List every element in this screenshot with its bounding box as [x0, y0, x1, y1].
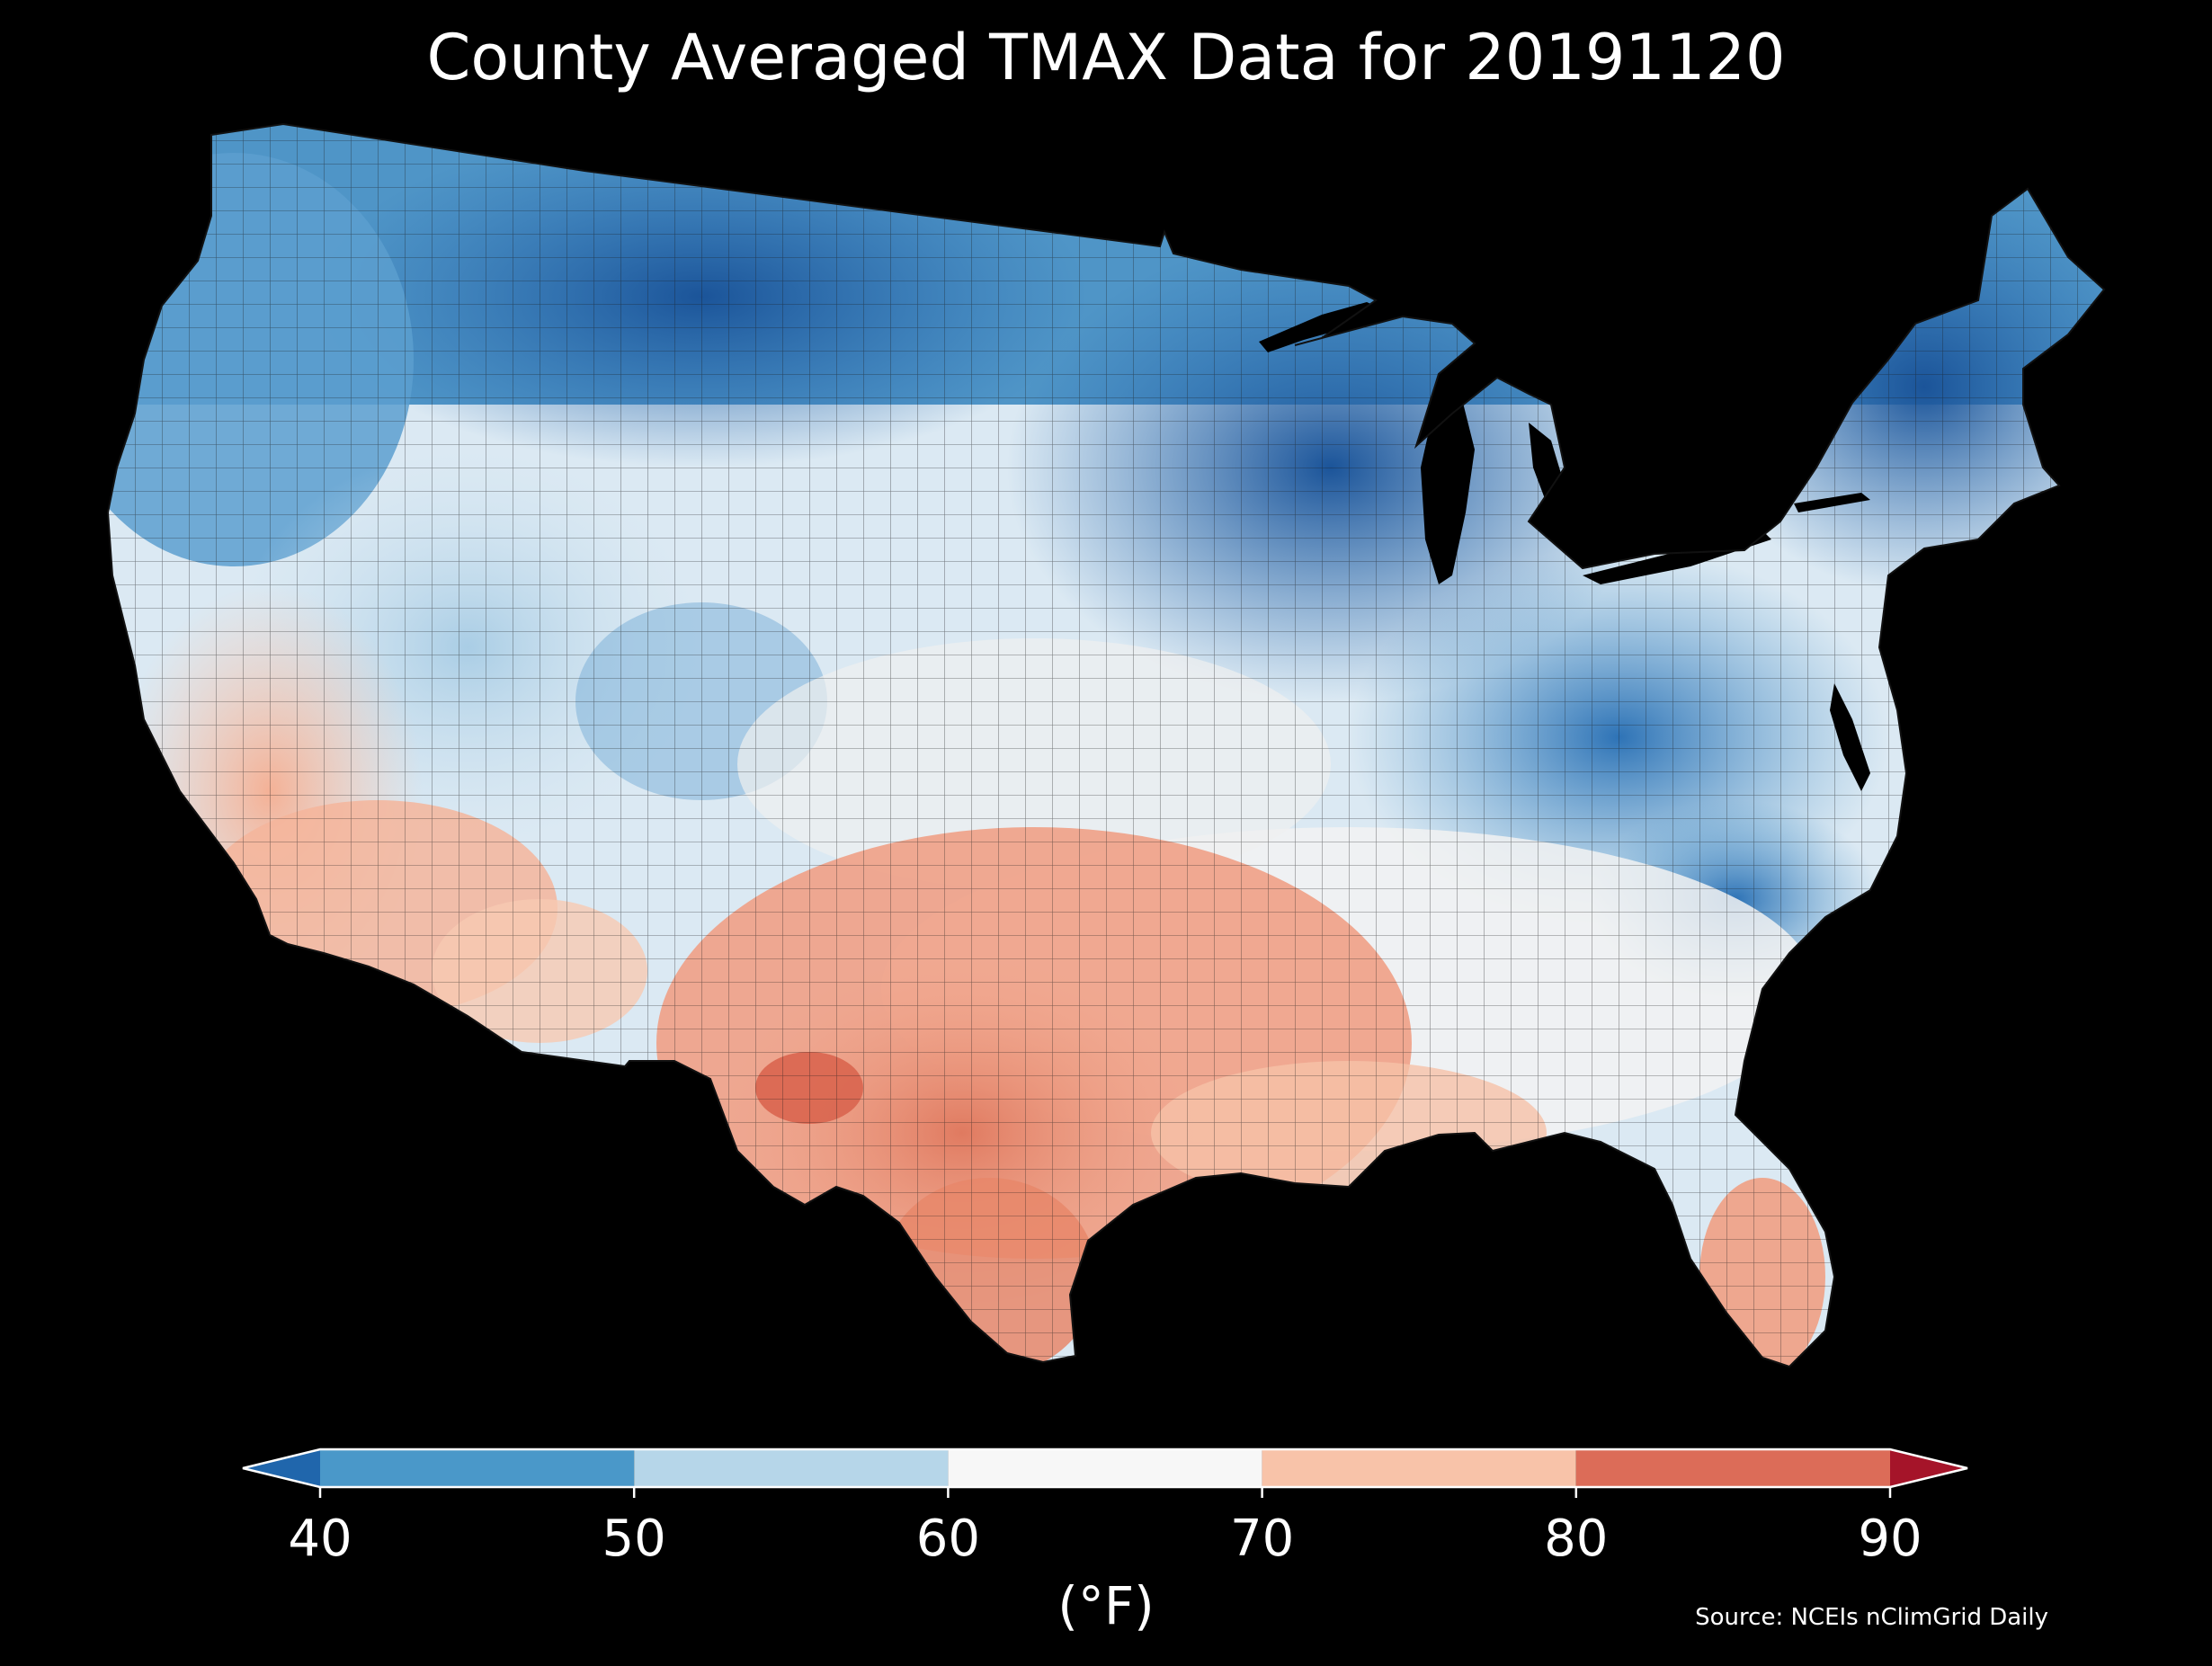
- great-lakes: [1259, 302, 1870, 584]
- lake-superior: [1259, 302, 1385, 352]
- lake-michigan: [1421, 387, 1475, 584]
- colorbar-bin: [1262, 1449, 1576, 1487]
- colorbar-under-extend: [243, 1449, 320, 1487]
- lake-ontario: [1794, 493, 1870, 512]
- colorbar-tick-label: 50: [602, 1510, 666, 1568]
- lake-erie: [1583, 530, 1771, 584]
- colorbar-over-extend: [1890, 1449, 1967, 1487]
- colorbar: [242, 1448, 1968, 1498]
- chesapeake-bay: [1830, 683, 1870, 791]
- colorbar-bin: [948, 1449, 1262, 1487]
- colorbar-tick-label: 80: [1544, 1510, 1609, 1568]
- colorbar-bin: [1575, 1449, 1890, 1487]
- lake-huron: [1529, 423, 1565, 503]
- map-title: County Averaged TMAX Data for 20191120: [426, 21, 1786, 94]
- source-credit: Source: NCEIs nClimGrid Daily: [1695, 1604, 2048, 1631]
- colorbar-bin: [320, 1449, 635, 1487]
- colorbar-tick-label: 40: [288, 1510, 352, 1568]
- colorbar-unit-label: (°F): [1057, 1575, 1155, 1636]
- colorbar-tick-label: 60: [915, 1510, 981, 1568]
- colorbar-tick-label: 70: [1229, 1510, 1295, 1568]
- colorbar-bin: [634, 1449, 949, 1487]
- colorbar-tick-label: 90: [1858, 1510, 1922, 1568]
